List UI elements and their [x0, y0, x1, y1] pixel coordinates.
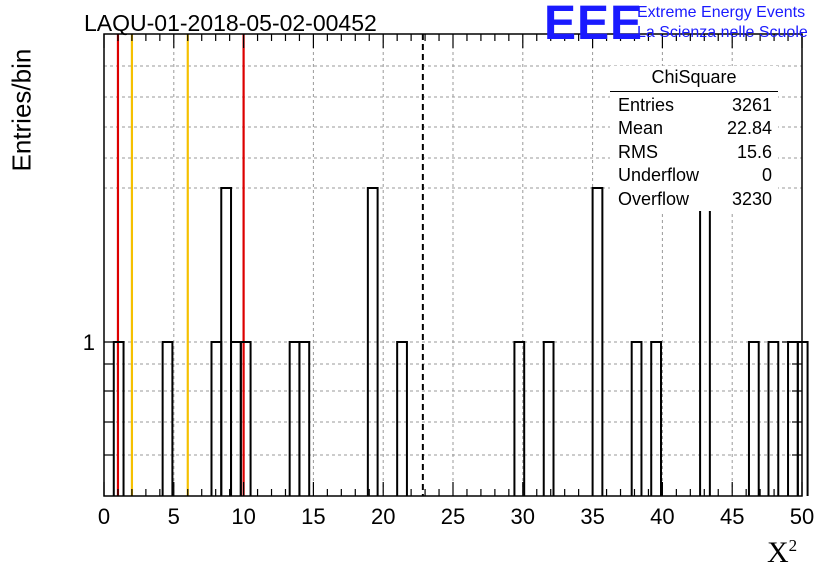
histogram-bar	[767, 341, 780, 496]
histogram-bar	[542, 341, 555, 496]
x-tick-label: 40	[650, 504, 674, 529]
stats-value: 3230	[731, 188, 772, 209]
stats-row: Entries 3261	[610, 94, 778, 118]
logo-line-1: Extreme Energy Events	[637, 4, 806, 21]
histogram-bar	[396, 341, 408, 496]
histogram-bars	[112, 187, 809, 496]
stats-value: 15.6	[736, 141, 772, 162]
x-tick-label: 30	[511, 504, 535, 529]
x-tick-label: 50	[790, 504, 814, 529]
histogram-bar	[161, 341, 174, 496]
axis-ticks: 0 5 10 15 20 25 30 35 40 45 50 1	[83, 34, 814, 529]
histogram-bar	[591, 187, 604, 496]
stats-value: 3261	[731, 94, 772, 115]
stats-row: Underflow 0	[610, 164, 778, 188]
histogram-bar	[747, 341, 760, 496]
y-tick-label: 1	[83, 330, 95, 355]
stats-value: 22.84	[726, 118, 772, 138]
x-axis-label-symbol: X	[767, 536, 789, 569]
chart-title: LAQU-01-2018-05-02-00452	[84, 10, 377, 36]
stats-label: Underflow	[618, 165, 700, 185]
x-tick-label: 15	[301, 504, 325, 529]
stats-row: Mean 22.84	[610, 117, 778, 141]
stats-label: Overflow	[618, 188, 690, 209]
histogram-bar	[630, 341, 643, 496]
x-tick-label: 10	[231, 504, 255, 529]
histogram-bar	[230, 341, 242, 496]
eee-logo: EEE	[544, 0, 644, 50]
x-tick-label: 20	[371, 504, 395, 529]
x-tick-label: 0	[98, 504, 110, 529]
x-tick-label: 45	[720, 504, 744, 529]
histogram-bar	[210, 341, 223, 496]
x-axis-label: X2	[767, 536, 797, 570]
stats-value: 0	[761, 165, 772, 185]
histogram-bar	[787, 341, 799, 496]
stats-row: Overflow 3230	[610, 188, 778, 212]
x-tick-label: 5	[168, 504, 180, 529]
histogram-bar	[366, 187, 379, 496]
logo-line-2: La Scienza nelle Scuole	[637, 24, 808, 41]
stats-row: RMS 15.6	[610, 141, 778, 165]
stats-label: Entries	[618, 94, 675, 115]
stats-box: ChiSquare Entries 3261 Mean 22.84 RMS 15.6 …	[610, 66, 778, 211]
x-tick-label: 35	[580, 504, 604, 529]
histogram-bar	[650, 341, 663, 496]
reference-lines	[116, 34, 424, 496]
y-axis-label: Entries/bin	[6, 48, 37, 172]
histogram-bar	[513, 341, 526, 496]
stats-label: RMS	[618, 141, 658, 162]
histogram-bar	[288, 341, 301, 496]
stats-label: Mean	[618, 118, 664, 138]
x-axis-label-exponent: 2	[788, 536, 798, 555]
stats-title: ChiSquare	[610, 66, 778, 92]
histogram-bar	[298, 341, 311, 496]
x-tick-label: 25	[441, 504, 465, 529]
histogram-bar	[239, 341, 252, 496]
